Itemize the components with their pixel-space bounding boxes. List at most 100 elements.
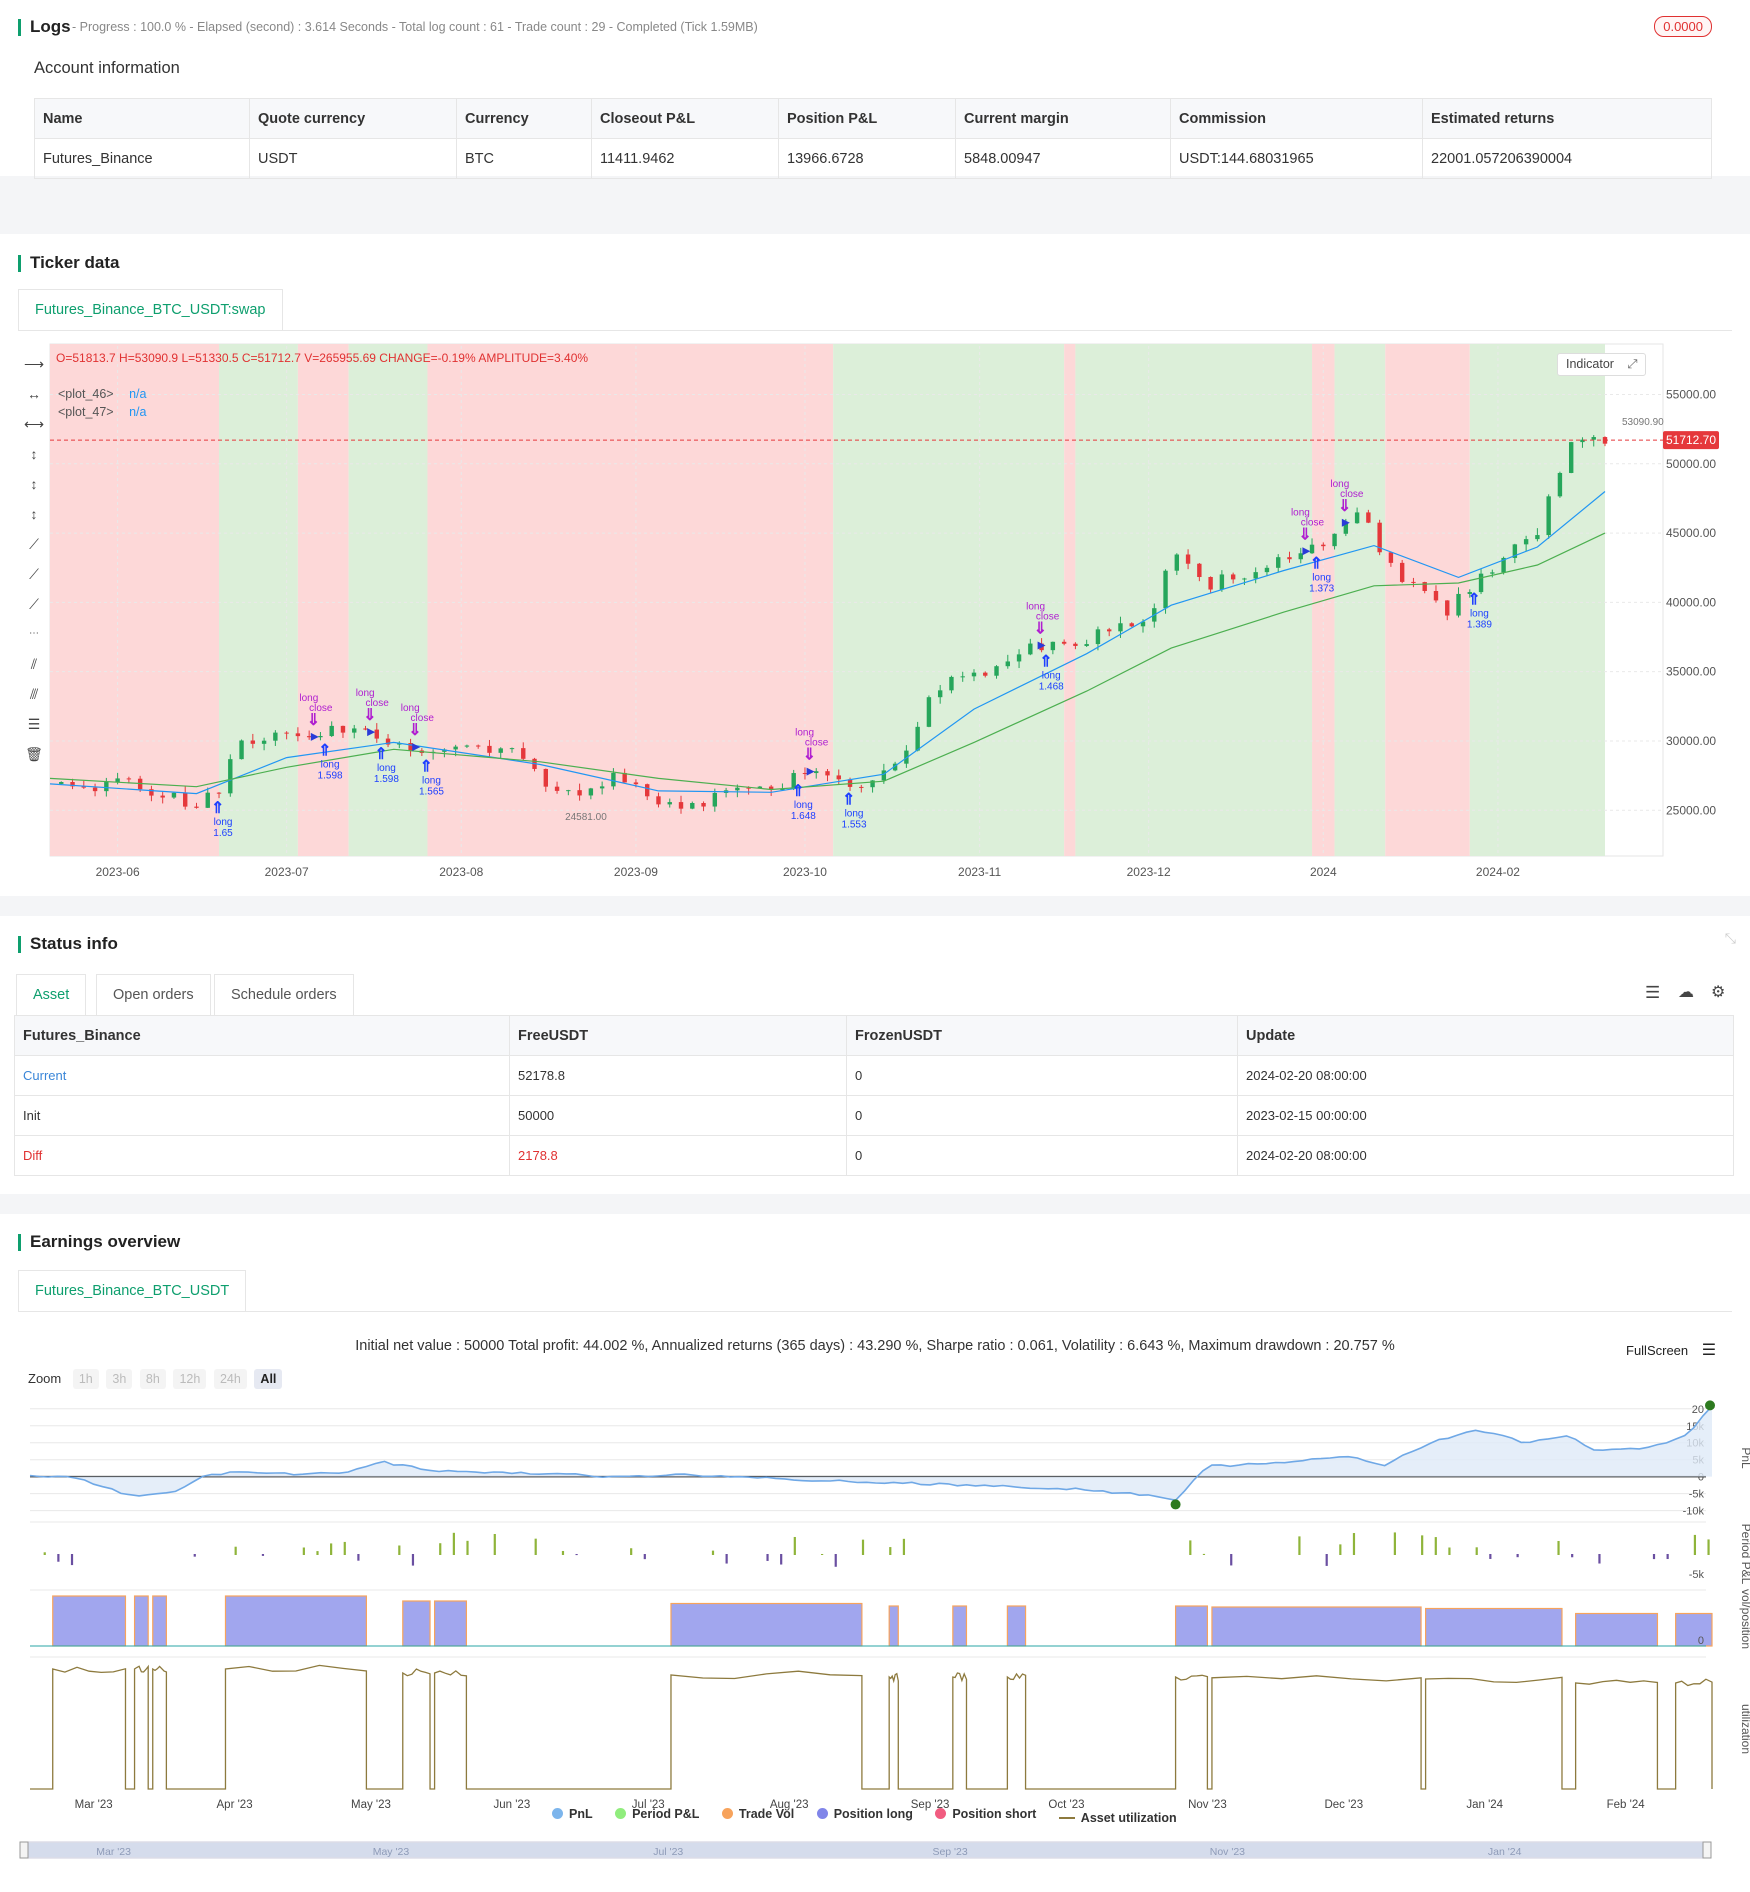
account-cell: USDT:144.68031965 (1170, 138, 1423, 179)
candle-up (1264, 567, 1270, 573)
period-pnl-bar-gain (1693, 1534, 1697, 1555)
long-exit-arrow: ⇓ (1338, 498, 1351, 515)
legend-dot (552, 1808, 563, 1819)
navigator-tick-label: Nov '23 (1210, 1846, 1245, 1858)
zoom-24h[interactable]: 24h (213, 1369, 247, 1389)
long-entry-arrow: ⇑ (374, 746, 387, 763)
period-pnl-bar-loss (1516, 1554, 1519, 1558)
candle-up (566, 790, 571, 792)
trash-icon[interactable]: 🗑 (25, 746, 43, 762)
extended-line-icon[interactable]: ⟋ (29, 566, 39, 582)
horizontal-line-icon[interactable]: ↔ (27, 386, 41, 402)
asset-row-label: Diff (14, 1135, 510, 1176)
account-row: Futures_Binance USDT BTC 11411.9462 1396… (34, 138, 1712, 179)
volume-axis-title: vol/position (1739, 1589, 1750, 1649)
indicator-button[interactable]: Indicator ⤢ (1557, 353, 1647, 376)
vertical-line-icon[interactable]: ↕ (30, 476, 38, 492)
candlestick-chart[interactable]: 55000.00 50000.00 45000.00 40000.00 35000.00… (0, 234, 1750, 896)
signal-label: long (1312, 573, 1331, 584)
tab-schedule-orders[interactable]: Schedule orders (214, 974, 354, 1015)
legend-period-pnl[interactable]: Period P&L (615, 1807, 699, 1821)
asset-table: Futures_Binance FreeUSDT FrozenUSDT Upda… (14, 1015, 1734, 1176)
cloud-download-icon[interactable]: ☁ (1678, 984, 1694, 1001)
zoom-label: Zoom (28, 1371, 62, 1386)
zoom-3h[interactable]: 3h (106, 1369, 133, 1389)
navigator-tick-label: May '23 (373, 1846, 410, 1858)
pnl-tick-label: -10k (1683, 1506, 1705, 1518)
trade-marker (310, 732, 319, 741)
legend-position-short[interactable]: Position short (935, 1807, 1036, 1821)
earnings-tab-line (18, 1311, 1732, 1312)
long-exit-arrow: ⇓ (363, 707, 376, 724)
tab-ticker-symbol[interactable]: Futures_Binance_BTC_USDT:swap (18, 289, 283, 331)
legend-pnl[interactable]: PnL (552, 1807, 593, 1821)
price-label-icon[interactable]: ⋯ (29, 628, 39, 639)
legend-label: Trade Vol (738, 1806, 795, 1821)
collapse-icon[interactable]: ⤡ (1724, 930, 1736, 946)
ticker-title: Ticker data (17, 253, 120, 272)
period-pnl-bar-gain (1298, 1536, 1301, 1555)
long-entry-arrow: ⇑ (791, 783, 804, 800)
period-pnl-axis-title: Period P&L (1739, 1524, 1750, 1585)
candle-up (904, 750, 909, 764)
horizontal-segment-icon[interactable]: ⟷ (24, 416, 45, 432)
zoom-1h[interactable]: 1h (72, 1369, 99, 1389)
horizontal-lines-icon[interactable]: ☰ (27, 716, 41, 732)
fib-icon[interactable]: ⫻ (29, 686, 39, 702)
long-entry-arrow: ⇑ (842, 791, 855, 808)
period-pnl-bar-loss (411, 1554, 415, 1566)
trend-line-icon[interactable]: ⟋ (29, 536, 39, 552)
earnings-summary: Initial net value : 50000 Total profit: … (355, 1338, 1395, 1354)
period-pnl-bar-gain (1189, 1540, 1192, 1555)
signal-label: long (299, 693, 318, 704)
zoom-all[interactable]: All (254, 1369, 283, 1389)
expand-icon[interactable]: ⤢ (1627, 357, 1638, 371)
long-entry-arrow: ⇑ (1310, 556, 1323, 573)
asset-free: 2178.8 (509, 1135, 847, 1176)
candle-up (1174, 554, 1180, 571)
signal-close-label: close (1036, 611, 1060, 622)
legend-trade-vol[interactable]: Trade Vol (721, 1806, 795, 1821)
list-view-icon[interactable]: ☰ (1645, 983, 1661, 1002)
candle-up (814, 771, 819, 774)
tab-asset[interactable]: Asset (16, 974, 87, 1016)
x-tick-label: 2023-11 (958, 865, 1001, 879)
legend-asset-utilization[interactable]: Asset utilization (1058, 1811, 1177, 1825)
candle-down (1287, 557, 1292, 560)
period-pnl-bar-loss (70, 1554, 74, 1566)
menu-icon[interactable]: ☰ (1701, 1342, 1717, 1359)
legend-position-long[interactable]: Position long (816, 1807, 913, 1821)
period-pnl-bar-loss (193, 1554, 196, 1557)
zoom-12h[interactable]: 12h (173, 1369, 207, 1389)
ray-line-icon[interactable]: ⟋ (29, 596, 39, 612)
candle-up (1298, 553, 1303, 560)
y-tick-label: 35000.00 (1666, 665, 1716, 679)
last-price-value: 51712.70 (1666, 433, 1716, 447)
period-pnl-bar-loss (766, 1554, 769, 1561)
period-pnl-bar-gain (534, 1538, 537, 1555)
period-pnl-bar-gain (439, 1543, 442, 1555)
vertical-ray-icon[interactable]: ↕ (30, 446, 38, 462)
fullscreen-button[interactable]: FullScreen ☰ (1626, 1340, 1716, 1360)
vertical-segment-icon[interactable]: ↕ (30, 506, 38, 522)
period-pnl-bar-loss (1325, 1554, 1328, 1566)
asset-header-row: Futures_Binance FreeUSDT FrozenUSDT Upda… (14, 1015, 1734, 1056)
zoom-bar: Zoom 1h 3h 8h 12h 24h All (28, 1369, 286, 1389)
zoom-8h[interactable]: 8h (139, 1369, 166, 1389)
settings-gear-icon[interactable]: ⚙ (1711, 984, 1726, 1001)
candle-up (735, 787, 740, 791)
candle-up (690, 802, 695, 809)
regime-band-bull (1334, 344, 1386, 856)
tab-earnings-symbol[interactable]: Futures_Binance_BTC_USDT (18, 1270, 247, 1312)
account-col-quote: Quote currency (249, 98, 457, 139)
pnl-tick-label: 20 (1692, 1404, 1704, 1416)
navigator-handle-left (19, 1841, 29, 1859)
candle-up (1050, 641, 1056, 651)
long-exit-arrow: ⇓ (307, 712, 320, 729)
tab-open-orders[interactable]: Open orders (96, 974, 211, 1015)
asset-col-frozen: FrozenUSDT (846, 1015, 1238, 1056)
parallel-channel-icon[interactable]: ⫽ (30, 656, 38, 672)
candle-up (453, 746, 458, 750)
horizontal-ray-icon[interactable]: ⟶ (24, 356, 45, 372)
